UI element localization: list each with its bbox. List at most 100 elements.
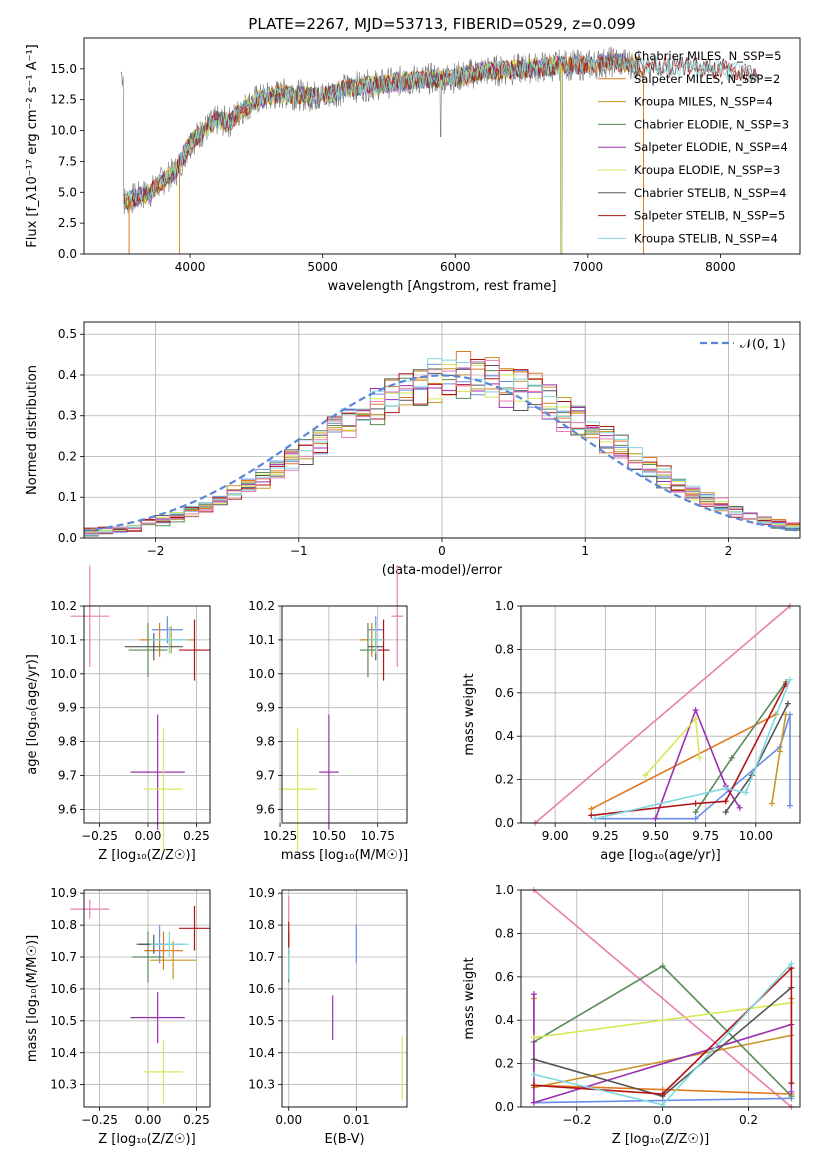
x-tick-label: 0.00 <box>135 1113 162 1127</box>
weight-line-salpeter_elodie <box>654 707 741 819</box>
chart-age-vs-mass: 10.25 10.50 10.75 9.6 9.7 9.8 9.9 10.0 10.1 10.2 m… <box>248 565 408 863</box>
y-tick-label: 0.0 <box>58 247 77 261</box>
model-spectrum-kroupa_stelib <box>123 54 758 207</box>
y-tick-label: 9.9 <box>256 701 275 715</box>
plot-area <box>288 896 403 1101</box>
y-tick-label: 10.9 <box>248 886 275 900</box>
y-tick-label: 0.2 <box>58 449 77 463</box>
weight-marker-kroupa_stelib <box>742 789 749 796</box>
weight-marker-salpeter_stelib <box>722 798 729 805</box>
axes-frame <box>281 889 408 1108</box>
weight-marker-chabrier_stelib <box>722 809 729 816</box>
x-tick-label: 4000 <box>175 260 206 274</box>
chart-age-vs-Z: −0.25 0.00 0.25 9.6 9.7 9.8 9.9 10.0 10.1 10.2 Z [… <box>25 565 211 863</box>
y-tick-label: 9.9 <box>58 701 77 715</box>
chart-weight-vs-age: 9.00 9.25 9.50 9.75 10.00 0.0 0.2 0.4 0.6 0.8 1.0 a… <box>462 599 801 863</box>
y-tick-label: 5.0 <box>58 185 77 199</box>
y-tick-label: 10.5 <box>50 1014 77 1028</box>
y-tick-label: 10.9 <box>50 886 77 900</box>
x-tick-label: 9.25 <box>592 829 619 843</box>
y-tick-label: 9.7 <box>58 769 77 783</box>
weight-marker-chabrier_miles <box>692 815 699 822</box>
y-tick-label: 0.4 <box>495 1013 514 1027</box>
y-tick-label: 2.5 <box>58 216 77 230</box>
y-tick-label: 7.5 <box>58 154 77 168</box>
y-tick-label: 10.4 <box>50 1046 77 1060</box>
weight-line-chabrier_miles <box>533 1097 792 1104</box>
y-tick-label: 10.8 <box>248 918 275 932</box>
y-tick-label: 10.1 <box>248 633 275 647</box>
y-tick-label: 9.7 <box>256 769 275 783</box>
y-tick-label: 10.4 <box>248 1046 275 1060</box>
y-tick-label: 10.2 <box>248 599 275 613</box>
weight-marker-salpeter_elodie <box>530 991 537 998</box>
y-tick-label: 10.8 <box>50 918 77 932</box>
x-tick-label: 10.00 <box>739 829 773 843</box>
y-axis-label: mass [log₁₀(M/M☉)] <box>25 935 40 1062</box>
weight-marker-kroupa_elodie <box>696 754 703 761</box>
histogram-chabrier_stelib <box>84 365 800 535</box>
axes-frame <box>83 321 801 539</box>
weight-marker-salpeter_elodie <box>736 804 743 811</box>
y-tick-label: 10.0 <box>50 124 77 138</box>
y-tick-label: 10.6 <box>50 982 77 996</box>
plot-area <box>278 565 404 851</box>
plot-area <box>532 603 793 826</box>
weight-line-kroupa_miles <box>771 714 787 804</box>
y-tick-label: 10.1 <box>50 633 77 647</box>
y-tick-label: 0.6 <box>495 686 514 700</box>
x-tick-label: 9.75 <box>692 829 719 843</box>
x-tick-label: 10.50 <box>312 829 346 843</box>
y-tick-label: 10.7 <box>248 950 275 964</box>
x-tick-label: 0.0 <box>653 1113 672 1127</box>
y-tick-label: 0.6 <box>495 970 514 984</box>
legend-entry: Salpeter ELODIE, N_SSP=4 <box>634 140 788 154</box>
y-tick-label: 0.2 <box>495 773 514 787</box>
x-tick-label: 9.00 <box>542 829 569 843</box>
chart-residuals: −2 −1 0 1 2 0.0 0.1 0.2 0.3 0.4 0.5 (data-model)/er… <box>25 321 801 578</box>
weight-marker-kroupa_stelib <box>786 676 793 683</box>
y-tick-label: 12.5 <box>50 93 77 107</box>
weight-marker-salpeter_miles <box>588 805 595 812</box>
histogram-kroupa_stelib <box>84 358 800 536</box>
chart-spectrum: 4000 5000 6000 7000 8000 0.0 2.5 5.0 7.5 10.0 12.5… <box>25 37 801 294</box>
x-axis-label: (data-model)/error <box>382 563 503 578</box>
y-tick-label: 0.0 <box>58 531 77 545</box>
weight-marker-salpeter_stelib <box>530 1082 537 1089</box>
x-tick-label: 0.00 <box>275 1113 302 1127</box>
weight-marker-kroupa_miles <box>776 748 783 755</box>
y-tick-label: 0.2 <box>495 1057 514 1071</box>
plot-area <box>120 46 758 255</box>
y-tick-label: 15.0 <box>50 62 77 76</box>
y-tick-label: 9.8 <box>256 735 275 749</box>
y-tick-label: 0.8 <box>495 642 514 656</box>
x-tick-label: 0 <box>438 544 446 558</box>
chart-weight-vs-Z: −0.2 0.0 0.2 0.0 0.2 0.4 0.6 0.8 1.0 Z [log₁₀(Z/Z… <box>462 883 801 1147</box>
axes-frame <box>83 37 801 255</box>
x-tick-label: −0.25 <box>81 1113 118 1127</box>
axes-frame <box>281 605 408 824</box>
y-tick-label: 0.4 <box>58 368 77 382</box>
histogram-pink <box>84 359 800 535</box>
weight-marker-chabrier_miles <box>786 802 793 809</box>
y-axis-label: mass weight <box>462 957 477 1039</box>
weight-line-pink <box>533 889 792 1108</box>
y-tick-label: 0.0 <box>495 816 514 830</box>
legend-entry: Kroupa STELIB, N_SSP=4 <box>634 231 778 245</box>
x-tick-label: 0.00 <box>135 829 162 843</box>
weight-line-kroupa_elodie <box>533 1002 792 1039</box>
plot-area <box>83 351 801 537</box>
weight-line-salpeter_stelib <box>591 683 787 817</box>
weight-marker-kroupa_elodie <box>642 772 649 779</box>
x-tick-label: 0.01 <box>343 1113 370 1127</box>
x-tick-label: 10.75 <box>361 829 395 843</box>
weight-marker-chabrier_elodie <box>659 962 666 969</box>
legend-entry: Chabrier ELODIE, N_SSP=3 <box>634 117 789 131</box>
chart-mass-vs-Z: −0.25 0.00 0.25 10.3 10.4 10.5 10.6 10.7 10.8 10.… <box>25 886 211 1147</box>
weight-marker-chabrier_elodie <box>728 754 735 761</box>
x-tick-label: 7000 <box>573 260 604 274</box>
weight-marker-salpeter_stelib <box>659 1090 666 1097</box>
figure-title: PLATE=2267, MJD=53713, FIBERID=0529, z=0… <box>248 15 635 33</box>
chart-mass-vs-ebv: 0.00 0.01 10.3 10.4 10.5 10.6 10.7 10.8 10.9 E(B-… <box>248 886 408 1147</box>
weight-marker-salpeter_elodie <box>530 1099 537 1106</box>
